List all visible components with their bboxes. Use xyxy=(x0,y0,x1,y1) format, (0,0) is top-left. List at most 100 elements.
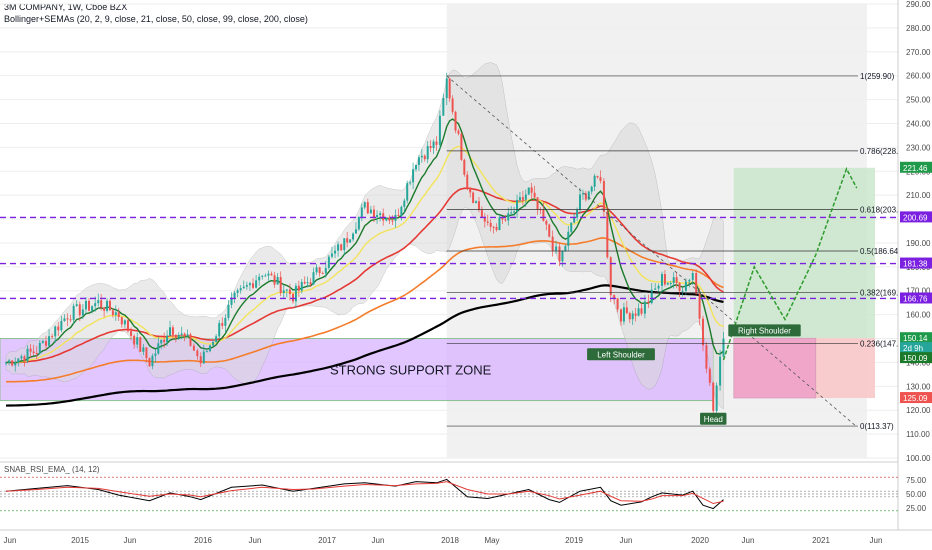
candle-body xyxy=(279,277,282,294)
candle-body xyxy=(35,352,38,354)
y-tick-label: 230.00 xyxy=(906,143,931,152)
candle-body xyxy=(438,115,441,145)
candle-body xyxy=(596,175,599,178)
candle-body xyxy=(354,229,357,234)
candle-body xyxy=(533,192,536,198)
candle-body xyxy=(285,289,288,291)
y-tick-label: 290.00 xyxy=(906,0,931,9)
fib-level-label: 0.5(186.64) xyxy=(860,247,901,256)
candle-body xyxy=(327,256,330,268)
candle-body xyxy=(606,211,609,258)
y-tick-label: 170.00 xyxy=(906,287,931,296)
candle-body xyxy=(292,293,294,302)
candle-body xyxy=(69,319,72,321)
bollinger-band xyxy=(5,62,724,410)
chart-title: 3M COMPANY, 1W, Cboe BZX xyxy=(4,2,128,12)
candle-body xyxy=(227,304,230,318)
zones xyxy=(0,167,875,402)
candle-body xyxy=(202,351,205,364)
x-tick-label: 2020 xyxy=(691,536,709,545)
candle-body xyxy=(573,217,576,223)
candle-body xyxy=(555,246,558,251)
moving-averages xyxy=(5,118,724,407)
candle-body xyxy=(675,277,678,283)
candle-body xyxy=(581,193,584,195)
candle-body xyxy=(346,238,349,243)
candle-body xyxy=(136,337,139,345)
candle-body xyxy=(14,362,17,366)
x-tick-label: Jun xyxy=(4,536,17,545)
x-tick-label: 2016 xyxy=(194,536,212,545)
candle-body xyxy=(189,334,192,346)
candle-body xyxy=(94,303,97,307)
indicator-legend: Bollinger+SEMAs (20, 2, 9, close, 21, cl… xyxy=(4,14,308,24)
candle-body xyxy=(587,191,590,200)
candle-body xyxy=(352,233,355,240)
candle-body xyxy=(57,326,60,331)
y-tick-label: 120.00 xyxy=(906,406,931,415)
candle-body xyxy=(8,360,11,363)
candle-body xyxy=(130,331,133,336)
candle-body xyxy=(20,356,23,359)
candle-body xyxy=(657,285,660,289)
candle-body xyxy=(678,282,681,291)
candle-body xyxy=(91,306,94,311)
rsi-label: SNAB_RSI_EMA_ (14, 12) xyxy=(4,465,100,474)
candle-body xyxy=(708,368,711,383)
price-tag-label: 2d 9h xyxy=(903,344,923,353)
candle-body xyxy=(590,186,593,192)
candle-body xyxy=(385,217,388,221)
fib-level-label: 0.618(203.93) xyxy=(860,206,910,215)
candle-body xyxy=(5,362,7,364)
candle-body xyxy=(400,206,403,216)
candle-body xyxy=(599,177,602,182)
candle-body xyxy=(100,300,103,308)
price-tag xyxy=(900,342,932,354)
candle-body xyxy=(542,209,545,221)
x-tick-label: May xyxy=(484,536,499,545)
candle-body xyxy=(602,181,605,212)
candle-body xyxy=(142,347,145,352)
candle-body xyxy=(17,358,20,363)
candle-body xyxy=(270,273,273,276)
candle-body xyxy=(643,301,646,314)
candle-body xyxy=(258,276,261,281)
candle-body xyxy=(475,201,478,203)
candle-body xyxy=(620,309,622,322)
candle-body xyxy=(84,300,87,310)
candle-body xyxy=(32,351,35,353)
candle-body xyxy=(712,382,715,411)
candle-body xyxy=(199,356,202,364)
candle-body xyxy=(661,274,663,286)
candle-body xyxy=(212,341,215,346)
candle-body xyxy=(151,355,154,367)
candle-body xyxy=(521,197,524,200)
candle-body xyxy=(609,257,612,296)
candle-body xyxy=(688,279,691,282)
fib-level-label: 0.382(169.34) xyxy=(860,288,910,297)
candle-body xyxy=(454,111,457,131)
candle-body xyxy=(647,301,650,304)
y-tick-label: 280.00 xyxy=(906,24,931,33)
candle-body xyxy=(236,290,239,293)
candle-body xyxy=(300,281,303,291)
candle-body xyxy=(435,141,438,145)
candle-body xyxy=(120,317,123,325)
candle-body xyxy=(705,345,708,369)
candle-body xyxy=(527,187,530,195)
candle-body xyxy=(417,157,420,165)
annotation-label: Head xyxy=(704,415,723,424)
annotation-box xyxy=(728,324,801,337)
candle-body xyxy=(625,307,628,314)
candle-body xyxy=(44,341,47,346)
candle-body xyxy=(174,334,177,338)
candle-body xyxy=(451,98,454,112)
candle-body xyxy=(518,197,521,201)
candle-body xyxy=(415,164,417,170)
candle-body xyxy=(11,360,14,366)
price-tag-label: 200.69 xyxy=(903,213,928,222)
candle-body xyxy=(429,146,432,149)
candle-body xyxy=(306,282,309,284)
candle-body xyxy=(334,250,337,254)
